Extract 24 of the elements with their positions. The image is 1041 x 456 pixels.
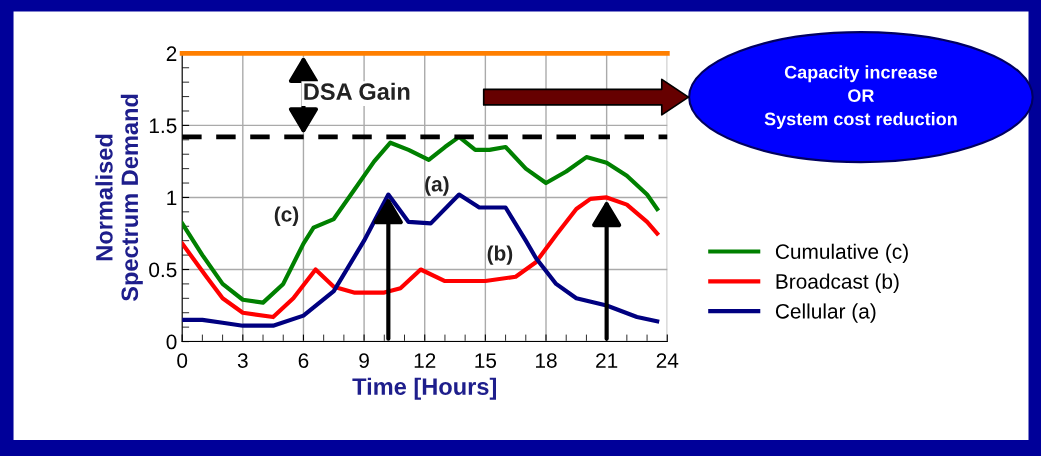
y-tick-label: 0.5 xyxy=(149,262,177,278)
x-tick-label: 24 xyxy=(656,353,679,368)
y-tick-label: 2 xyxy=(166,46,177,61)
x-tick-label: 3 xyxy=(237,353,248,368)
y-tick-label: 1.5 xyxy=(149,118,177,134)
y-axis-title: Normalised Spectrum Demand xyxy=(95,94,143,302)
y-tick-label: 0 xyxy=(166,334,177,350)
y-tick-label: 1 xyxy=(167,190,177,205)
annotation: DSA Gain xyxy=(304,82,410,101)
x-tick-label: 12 xyxy=(414,353,436,368)
legend-label: Broadcast (b) xyxy=(776,273,899,293)
x-tick-label: 18 xyxy=(536,353,557,368)
legend-label: Cellular (a) xyxy=(775,303,876,323)
x-tick-label: 0 xyxy=(177,353,188,368)
annotation: (c) xyxy=(274,206,299,226)
annotation: (a) xyxy=(425,176,449,196)
x-tick-label: 9 xyxy=(359,353,369,368)
annotation: (b) xyxy=(487,245,513,265)
x-tick-label: 6 xyxy=(298,353,309,368)
legend-label: Cumulative (c) xyxy=(775,243,908,264)
x-axis-title: Time [Hours] xyxy=(352,377,496,400)
text: Capacity increase OR System cost reduction xyxy=(764,65,957,129)
x-tick-label: 21 xyxy=(596,353,618,368)
x-tick-label: 15 xyxy=(475,353,497,368)
